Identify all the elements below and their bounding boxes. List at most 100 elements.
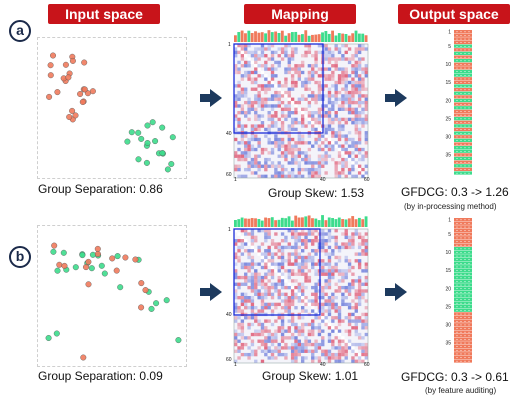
matrix-cell [280, 94, 285, 98]
matrix-cell [354, 319, 358, 323]
matrix-cell [304, 50, 308, 55]
matrix-cell [321, 141, 325, 145]
matrix-cell [270, 309, 275, 313]
matrix-cell [357, 167, 362, 172]
matrix-cell [351, 346, 355, 350]
matrix-cell [254, 289, 258, 293]
matrix-cell [257, 94, 261, 98]
matrix-header-bar [257, 219, 261, 227]
matrix-cell [354, 50, 358, 55]
ranking-row [454, 276, 472, 280]
matrix-cell [290, 97, 295, 101]
matrix-cell [250, 279, 255, 283]
matrix-cell [270, 117, 275, 122]
matrix-cell [250, 332, 255, 337]
matrix-cell [260, 64, 265, 68]
matrix-cell [351, 242, 355, 246]
matrix-cell [354, 74, 358, 78]
matrix-cell [280, 84, 285, 88]
ranking-row [454, 341, 472, 345]
matrix-cell [314, 249, 318, 253]
matrix-cell [311, 67, 315, 71]
matrix-cell [361, 94, 365, 98]
matrix-cell [351, 167, 355, 172]
matrix-cell [247, 147, 251, 152]
matrix-cell [301, 269, 305, 273]
matrix-cell [267, 80, 271, 85]
matrix-cell [264, 104, 268, 108]
matrix-cell [264, 319, 268, 323]
matrix-cell [244, 64, 248, 68]
matrix-cell [341, 245, 345, 250]
matrix-cell [284, 157, 288, 162]
matrix-cell [307, 239, 312, 243]
matrix-cell [354, 80, 358, 85]
matrix-cell [270, 265, 275, 270]
matrix-cell [324, 74, 328, 78]
matrix-cell [347, 292, 352, 296]
matrix-cell [290, 296, 295, 300]
matrix-x-tick: 40 [320, 362, 326, 368]
matrix-cell [247, 74, 251, 78]
matrix-cell [344, 50, 348, 55]
matrix-cell [361, 124, 365, 128]
matrix-cell [257, 54, 261, 58]
matrix-cell [247, 161, 251, 165]
ranking-row [454, 33, 472, 37]
matrix-cell [327, 147, 332, 152]
matrix-cell [257, 84, 261, 88]
matrix-cell [317, 174, 322, 178]
matrix-cell [327, 87, 332, 91]
scatter-point [79, 252, 86, 259]
matrix-cell [254, 161, 258, 165]
matrix-cell [267, 67, 271, 71]
matrix-cell [311, 352, 315, 357]
matrix-cell [287, 255, 291, 260]
matrix-cell [334, 174, 338, 178]
matrix-cell [240, 296, 245, 300]
matrix-cell [354, 326, 358, 330]
matrix-cell [361, 346, 365, 350]
ranking-row [454, 286, 472, 291]
matrix-cell [280, 137, 285, 142]
row-b-label: b [9, 246, 31, 268]
matrix-cell [324, 47, 328, 51]
matrix-cell [260, 322, 265, 327]
matrix-cell [361, 80, 365, 85]
matrix-cell [264, 174, 268, 178]
matrix-cell [244, 154, 248, 158]
matrix-cell [244, 279, 248, 283]
matrix-cell [351, 174, 355, 178]
matrix-cell [364, 121, 368, 125]
matrix-cell [314, 346, 318, 350]
matrix-cell [311, 121, 315, 125]
matrix-cell [234, 319, 238, 323]
matrix-header-bar [354, 30, 358, 42]
matrix-cell [274, 121, 278, 125]
matrix-cell [361, 174, 365, 178]
ranking-row [454, 51, 472, 55]
matrix-cell [347, 282, 352, 286]
matrix-cell [314, 60, 318, 65]
matrix-cell [351, 107, 355, 111]
matrix-cell [284, 47, 288, 51]
ranking-tick-label: 10 [445, 62, 451, 68]
matrix-cell [331, 275, 335, 280]
matrix-cell [344, 174, 348, 178]
matrix-cell [327, 285, 332, 290]
matrix-cell [277, 147, 281, 152]
matrix-cell [307, 349, 312, 353]
ranking-row [454, 348, 472, 352]
matrix-cell [321, 157, 325, 162]
matrix-cell [301, 134, 305, 138]
arrow-right-icon [385, 283, 407, 301]
matrix-cell [234, 47, 238, 51]
matrix-cell [357, 137, 362, 142]
matrix-cell [254, 57, 258, 61]
matrix-cell [327, 326, 332, 330]
matrix-cell [264, 164, 268, 168]
matrix-cell [334, 134, 338, 138]
matrix-cell [304, 299, 308, 303]
matrix-cell [284, 342, 288, 347]
ranking-tick-label: 5 [448, 232, 451, 238]
